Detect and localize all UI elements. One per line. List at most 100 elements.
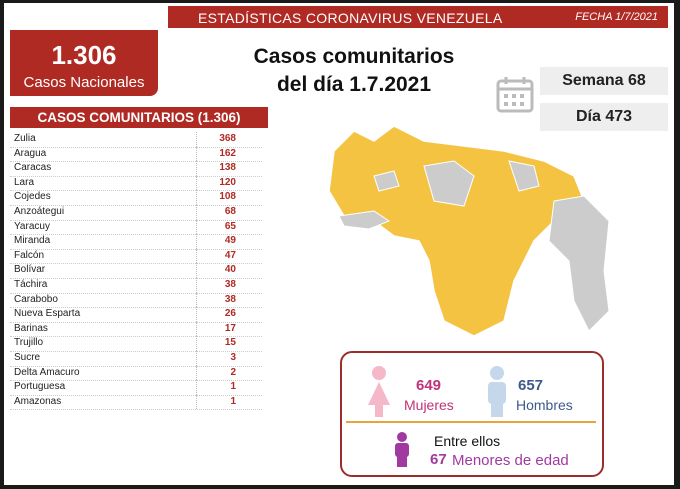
column-divider bbox=[196, 292, 197, 308]
header-title: ESTADÍSTICAS CORONAVIRUS VENEZUELA bbox=[198, 10, 503, 26]
region-cases: 3 bbox=[230, 352, 236, 363]
table-row: Barinas 17 bbox=[10, 321, 262, 338]
region-name: Portuguesa bbox=[14, 381, 66, 393]
region-name: Falcón bbox=[14, 249, 45, 261]
table-row: Nueva Esparta 26 bbox=[10, 307, 262, 323]
region-cases: 47 bbox=[224, 249, 236, 261]
column-divider bbox=[196, 380, 197, 395]
table-row: Caracas 138 bbox=[10, 161, 262, 177]
region-name: Zulia bbox=[14, 133, 36, 144]
table-row: Miranda 49 bbox=[10, 234, 262, 250]
table-row: Táchira 38 bbox=[10, 278, 262, 294]
table-row: Anzoátegui 68 bbox=[10, 205, 262, 221]
column-divider bbox=[196, 146, 197, 162]
region-name: Trujillo bbox=[14, 337, 44, 349]
region-name: Caracas bbox=[14, 162, 52, 174]
column-divider bbox=[196, 161, 197, 176]
child-icon bbox=[395, 432, 409, 467]
region-cases: 49 bbox=[224, 235, 236, 247]
column-divider bbox=[196, 336, 197, 351]
table-row: Portuguesa 1 bbox=[10, 380, 262, 396]
day-label: Día 473 bbox=[540, 103, 668, 131]
header-bar: ESTADÍSTICAS CORONAVIRUS VENEZUELA FECHA… bbox=[168, 6, 668, 28]
region-name: Delta Amacuro bbox=[14, 366, 80, 378]
column-divider bbox=[196, 132, 197, 147]
men-value: 657 bbox=[518, 377, 544, 394]
region-cases: 108 bbox=[219, 191, 236, 203]
region-cases: 2 bbox=[230, 366, 236, 378]
region-name: Sucre bbox=[14, 352, 41, 363]
men-label: Hombres bbox=[516, 397, 573, 413]
region-cases: 1 bbox=[230, 381, 236, 393]
table-row: Bolívar 40 bbox=[10, 263, 262, 279]
region-name: Aragua bbox=[14, 147, 47, 159]
region-name: Yaracuy bbox=[14, 220, 50, 232]
table-row: Lara 120 bbox=[10, 175, 262, 192]
column-divider bbox=[196, 307, 197, 322]
minors-label: Menores de edad bbox=[452, 452, 569, 469]
region-cases: 1 bbox=[230, 395, 236, 407]
table-row: Amazonas 1 bbox=[10, 394, 262, 411]
column-divider bbox=[196, 248, 197, 264]
region-name: Cojedes bbox=[14, 191, 51, 203]
region-cases: 65 bbox=[224, 220, 236, 232]
region-name: Barinas bbox=[14, 322, 48, 334]
table-row: Falcón 47 bbox=[10, 248, 262, 265]
column-divider bbox=[196, 321, 197, 337]
column-divider bbox=[196, 394, 197, 410]
table-row: Trujillo 15 bbox=[10, 336, 262, 352]
region-cases: 17 bbox=[224, 322, 236, 334]
region-cases: 40 bbox=[224, 264, 236, 276]
national-label: Casos Nacionales bbox=[23, 74, 145, 91]
women-label: Mujeres bbox=[404, 397, 454, 413]
column-divider bbox=[196, 351, 197, 366]
infographic: ESTADÍSTICAS CORONAVIRUS VENEZUELA FECHA… bbox=[4, 3, 674, 485]
region-cases: 162 bbox=[219, 147, 236, 159]
column-divider bbox=[196, 278, 197, 293]
column-divider bbox=[196, 205, 197, 220]
national-value: 1.306 bbox=[51, 40, 117, 70]
table-title: CASOS COMUNITARIOS (1.306) bbox=[10, 107, 268, 128]
woman-icon bbox=[368, 366, 390, 417]
region-cases: 26 bbox=[224, 308, 236, 320]
region-cases: 120 bbox=[219, 176, 236, 188]
map bbox=[328, 125, 610, 337]
among-label: Entre ellos bbox=[434, 433, 501, 449]
column-divider bbox=[196, 175, 197, 191]
divider bbox=[346, 421, 596, 423]
region-cases: 38 bbox=[224, 279, 236, 290]
table-row: Delta Amacuro 2 bbox=[10, 365, 262, 382]
header-date: FECHA 1/7/2021 bbox=[575, 11, 658, 23]
region-cases: 68 bbox=[224, 206, 236, 217]
region-cases: 368 bbox=[219, 133, 236, 144]
headline: Casos comunitarios bbox=[253, 45, 455, 68]
region-name: Bolívar bbox=[14, 264, 46, 276]
region-cases: 15 bbox=[224, 337, 236, 349]
region-cases: 138 bbox=[219, 162, 236, 174]
column-divider bbox=[196, 219, 197, 235]
column-divider bbox=[196, 263, 197, 278]
table-row: Aragua 162 bbox=[10, 146, 262, 163]
headline: del día 1.7.2021 bbox=[276, 73, 432, 96]
region-name: Anzoátegui bbox=[14, 206, 65, 217]
calendar-icon bbox=[496, 77, 534, 113]
national-box: 1.306 Casos Nacionales bbox=[10, 30, 158, 96]
table-row: Sucre 3 bbox=[10, 351, 262, 367]
region-name: Lara bbox=[14, 176, 35, 188]
column-divider bbox=[196, 234, 197, 249]
region-name: Amazonas bbox=[14, 395, 62, 407]
table-row: Cojedes 108 bbox=[10, 190, 262, 206]
region-name: Táchira bbox=[14, 279, 48, 290]
region-name: Miranda bbox=[14, 235, 51, 247]
region-name: Nueva Esparta bbox=[14, 308, 81, 320]
table-row: Carabobo 38 bbox=[10, 292, 262, 309]
region-name: Carabobo bbox=[14, 293, 58, 305]
column-divider bbox=[196, 190, 197, 205]
table-row: Zulia 368 bbox=[10, 132, 262, 148]
week-label: Semana 68 bbox=[540, 67, 668, 95]
man-icon bbox=[488, 366, 506, 417]
region-cases: 38 bbox=[224, 293, 236, 305]
women-value: 649 bbox=[416, 377, 442, 394]
column-divider bbox=[196, 365, 197, 381]
gender-box: 649 Mujeres 657 Hombres Entre ellos 67 M… bbox=[340, 351, 604, 477]
